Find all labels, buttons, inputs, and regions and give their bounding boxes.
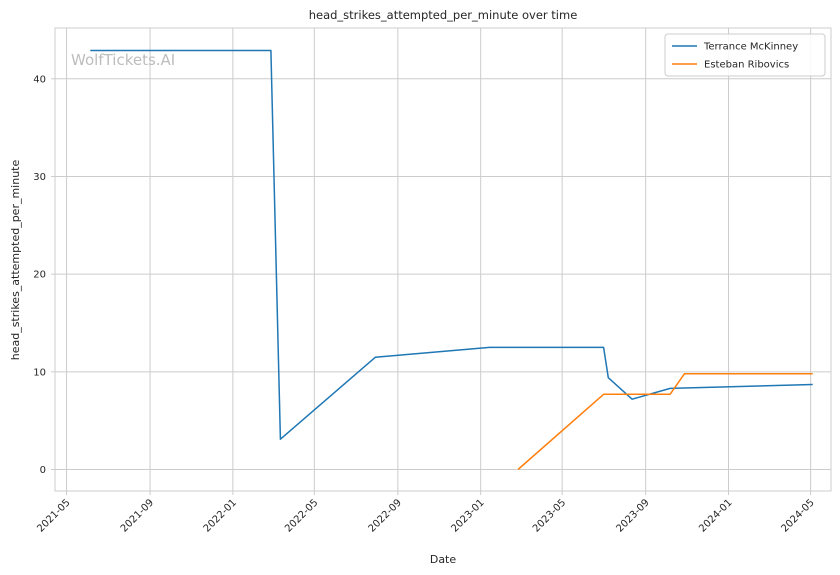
x-tick-label: 2023-01: [449, 497, 486, 534]
legend: Terrance McKinney Esteban Ribovics: [664, 33, 826, 77]
x-tick-label: 2021-05: [35, 497, 72, 534]
legend-label-2: Esteban Ribovics: [704, 60, 789, 71]
y-axis-ticks: 0 10 20 30 40: [33, 74, 55, 476]
series-line-2: [517, 373, 813, 471]
x-tick-label: 2022-05: [283, 497, 320, 534]
y-gridlines: [55, 78, 831, 471]
legend-label-1: Terrance McKinney: [703, 42, 798, 53]
plot-frame: [54, 27, 832, 492]
x-tick-label: 2023-05: [531, 497, 568, 534]
legend-box: [664, 33, 826, 77]
y-axis-label: head_strikes_attempted_per_minute: [9, 160, 22, 361]
y-tick-label: 40: [33, 74, 46, 85]
x-tick-label: 2024-05: [779, 497, 816, 534]
x-tick-label: 2021-09: [119, 497, 156, 534]
x-axis-label: Date: [430, 553, 457, 566]
y-tick-label: 10: [33, 367, 46, 378]
x-tick-label: 2022-09: [367, 497, 404, 534]
plot-area: [55, 28, 831, 491]
x-tick-label: 2023-09: [614, 497, 651, 534]
x-axis-ticks: 2021-05 2021-09 2022-01 2022-05 2022-09 2023-…: [35, 491, 817, 535]
y-tick-label: 20: [33, 270, 46, 281]
series-lines: [90, 49, 813, 471]
y-tick-label: 30: [33, 172, 46, 183]
x-tick-label: 2022-01: [202, 497, 239, 534]
x-tick-label: 2024-01: [697, 497, 734, 534]
watermark: WolfTickets.AI: [71, 51, 175, 69]
y-tick-label: 0: [40, 465, 46, 476]
chart-title: head_strikes_attempted_per_minute over t…: [309, 8, 578, 22]
x-gridlines: [66, 28, 812, 491]
